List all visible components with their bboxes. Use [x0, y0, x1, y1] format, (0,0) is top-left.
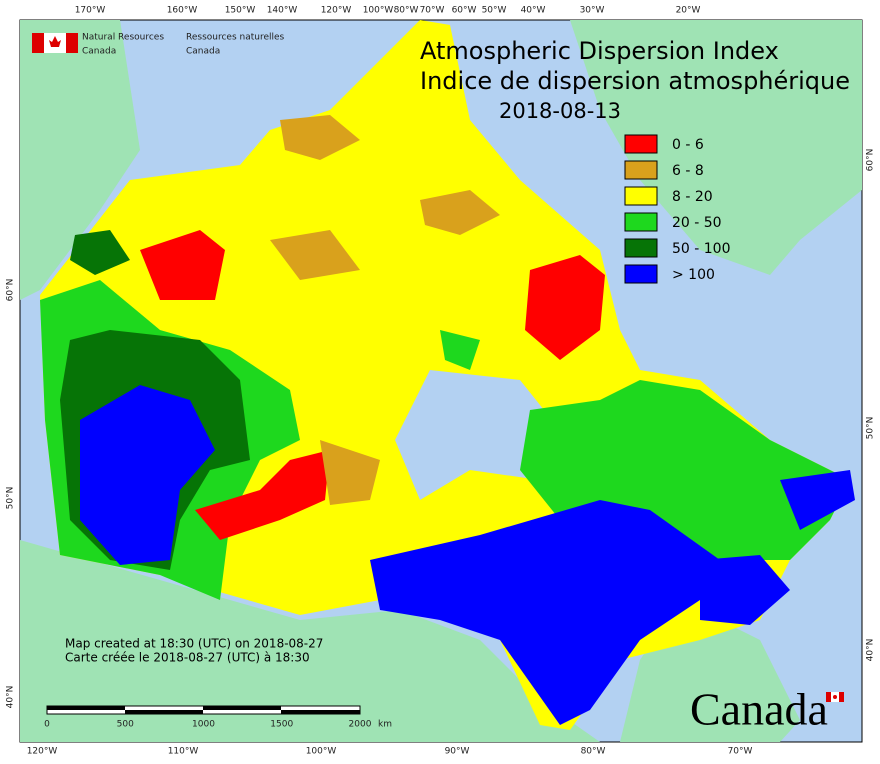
graticule-label: 120°W: [27, 747, 58, 757]
legend-label: 6 - 8: [672, 163, 704, 179]
scale-label: 1500: [270, 720, 293, 730]
legend-swatch: [624, 134, 658, 154]
org-fr: Canada: [186, 47, 220, 57]
scale-label: 0: [44, 720, 50, 730]
graticule-label: 60°W: [452, 6, 477, 16]
org-fr: Ressources naturelles: [186, 33, 285, 43]
graticule-label: 50°N: [866, 417, 876, 440]
wordmark-text: Canada: [690, 684, 828, 735]
credits: Map created at 18:30 (UTC) on 2018-08-27: [65, 637, 323, 651]
graticule-label: 150°W: [225, 6, 256, 16]
org-en: Natural Resources: [82, 33, 164, 43]
legend-swatch: [624, 160, 658, 180]
graticule-label: 90°W: [445, 747, 470, 757]
legend-label: 0 - 6: [672, 137, 704, 153]
scale-label: 500: [117, 720, 134, 730]
graticule-label: 70°W: [420, 6, 445, 16]
graticule-label: 80°W: [394, 6, 419, 16]
graticule-label: 50°N: [6, 487, 16, 510]
legend-swatch: [624, 186, 658, 206]
graticule-label: 60°N: [6, 279, 16, 302]
legend-swatch: [624, 264, 658, 284]
graticule-label: 30°W: [580, 6, 605, 16]
land: [20, 20, 862, 742]
scale-label: 2000: [349, 720, 372, 730]
legend-swatch: [624, 238, 658, 258]
graticule-label: 100°W: [363, 6, 394, 16]
graticule-label: 120°W: [321, 6, 352, 16]
graticule-label: 110°W: [168, 747, 199, 757]
legend-swatch: [624, 212, 658, 232]
title: Atmospheric Dispersion Index: [420, 37, 779, 65]
credits: Carte créée le 2018-08-27 (UTC) à 18:30: [65, 651, 310, 665]
scale-label: 1000: [192, 720, 215, 730]
scale-bar: [46, 705, 361, 715]
graticule-label: 50°W: [482, 6, 507, 16]
legend-label: 20 - 50: [672, 215, 722, 231]
legend-label: 8 - 20: [672, 189, 713, 205]
graticule-label: 170°W: [75, 6, 106, 16]
graticule-label: 40°N: [866, 639, 876, 662]
graticule-label: 40°N: [6, 686, 16, 709]
graticule-label: 60°N: [866, 149, 876, 172]
graticule-label: 160°W: [167, 6, 198, 16]
index-field: [40, 20, 855, 730]
legend-label: 50 - 100: [672, 241, 731, 257]
graticule-label: 20°W: [676, 6, 701, 16]
graticule-label: 40°W: [521, 6, 546, 16]
graticule-label: 100°W: [306, 747, 337, 757]
legend-label: > 100: [672, 267, 715, 283]
scale-unit: km: [378, 720, 392, 730]
graticule-label: 70°W: [728, 747, 753, 757]
org-en: Canada: [82, 47, 116, 57]
title: Indice de dispersion atmosphérique: [420, 67, 850, 95]
graticule-label: 140°W: [267, 6, 298, 16]
graticule-label: 80°W: [581, 747, 606, 757]
wordmark: [826, 692, 844, 702]
date: 2018-08-13: [499, 99, 621, 123]
logo-nrcan: [32, 33, 78, 53]
